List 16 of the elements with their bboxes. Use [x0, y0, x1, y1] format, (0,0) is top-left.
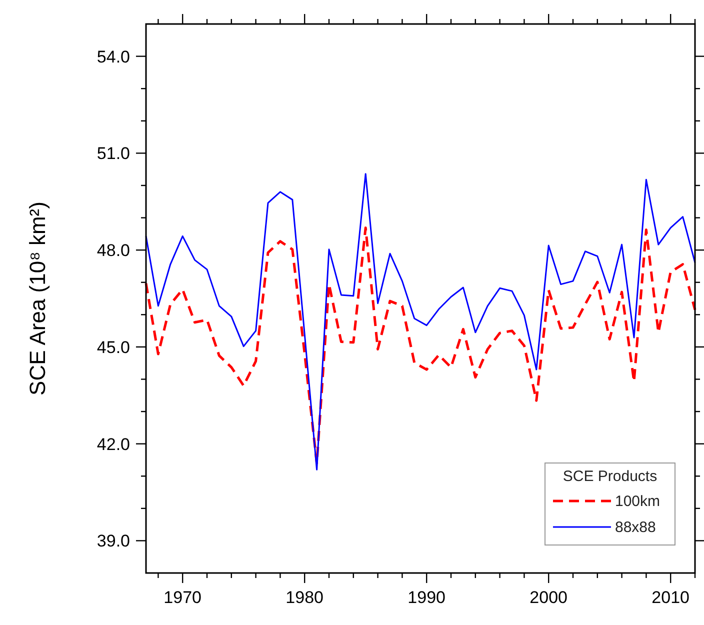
x-tick-label: 1970	[164, 588, 202, 607]
y-tick-label: 54.0	[96, 47, 130, 66]
x-tick-label: 2010	[652, 588, 690, 607]
y-tick-label: 51.0	[96, 144, 130, 164]
y-tick-label: 39.0	[96, 532, 130, 551]
x-tick-label: 1990	[408, 588, 446, 607]
y-axis-title: SCE Area (10⁸ km²)	[25, 202, 50, 396]
y-tick-label: 48.0	[96, 241, 130, 260]
y-tick-label: 42.0	[96, 434, 130, 454]
legend-label: 88x88	[615, 519, 656, 536]
x-tick-label: 2000	[530, 588, 568, 607]
line-series	[145, 173, 696, 470]
x-tick-label: 1980	[286, 588, 324, 607]
y-tick-label: 45.0	[96, 338, 130, 357]
legend-label: 100km	[615, 493, 660, 510]
legend-title: SCE Products	[562, 468, 658, 485]
